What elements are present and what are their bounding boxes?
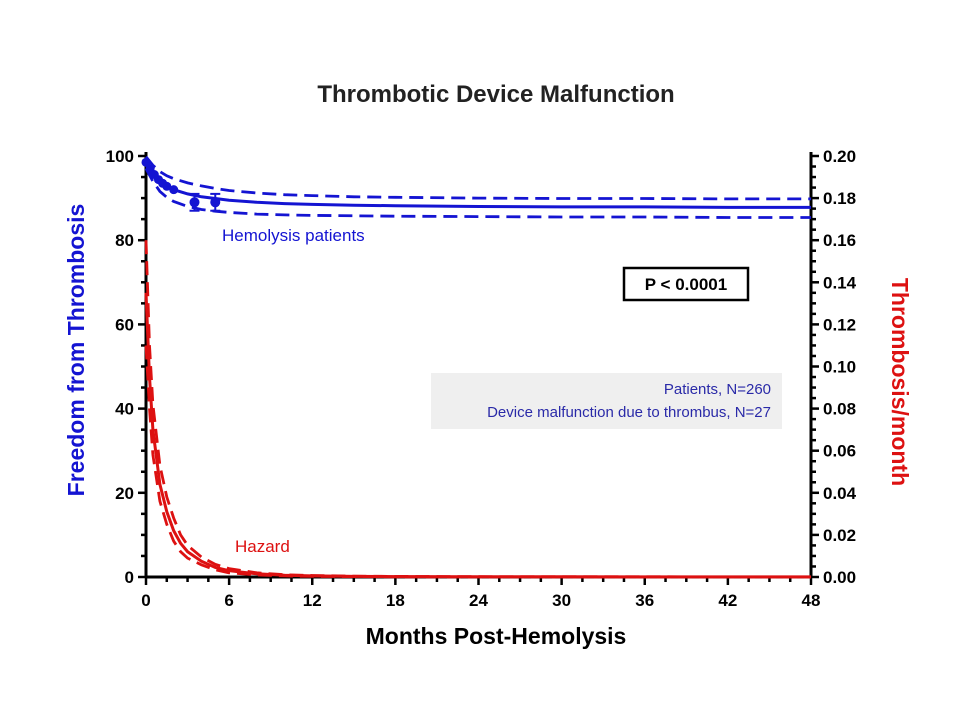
y-right-tick-label: 0.18 xyxy=(823,189,856,208)
survival-event-point xyxy=(169,185,179,195)
survival-ci-upper xyxy=(144,155,811,201)
y-right-tick-label: 0.08 xyxy=(823,400,856,419)
x-tick-label: 36 xyxy=(635,591,654,610)
y-right-tick-label: 0.14 xyxy=(823,273,857,292)
survival-event-point xyxy=(210,197,221,208)
y-right-tick-label: 0.00 xyxy=(823,568,856,587)
x-tick-label: 0 xyxy=(141,591,150,610)
x-tick-label: 24 xyxy=(469,591,488,610)
y-left-tick-label: 20 xyxy=(115,484,134,503)
series-label-hazard: Hazard xyxy=(235,537,290,556)
y-left-tick-label: 100 xyxy=(106,147,134,166)
p-value-text: P < 0.0001 xyxy=(645,275,727,294)
series-layer xyxy=(141,155,812,579)
x-tick-label: 42 xyxy=(718,591,737,610)
x-tick-label: 6 xyxy=(224,591,233,610)
y-right-axis-title: Thrombosis/month xyxy=(887,278,913,486)
hazard-curve xyxy=(144,292,811,579)
series-label-hemolysis: Hemolysis patients xyxy=(222,226,365,245)
y-left-axis-title: Freedom from Thrombosis xyxy=(63,204,89,497)
x-tick-label: 48 xyxy=(802,591,821,610)
survival-event-point xyxy=(189,197,200,208)
y-left-tick-label: 80 xyxy=(115,231,134,250)
x-axis-title: Months Post-Hemolysis xyxy=(366,623,627,649)
y-left-tick-label: 40 xyxy=(115,400,134,419)
y-left-tick-label: 0 xyxy=(125,568,134,587)
y-right-tick-label: 0.04 xyxy=(823,484,857,503)
y-right-tick-label: 0.20 xyxy=(823,147,856,166)
chart-title: Thrombotic Device Malfunction xyxy=(317,81,674,108)
x-tick-label: 18 xyxy=(386,591,405,610)
survival-curve xyxy=(144,161,811,209)
info-line-thrombus: Device malfunction due to thrombus, N=27 xyxy=(487,404,771,421)
y-right-tick-label: 0.10 xyxy=(823,358,856,377)
x-tick-label: 30 xyxy=(552,591,571,610)
survival-ci-lower xyxy=(144,167,811,219)
survival-event-point xyxy=(162,181,172,191)
y-right-tick-label: 0.06 xyxy=(823,442,856,461)
x-tick-label: 12 xyxy=(303,591,322,610)
info-box xyxy=(431,373,782,429)
y-right-tick-label: 0.16 xyxy=(823,231,856,250)
y-right-tick-label: 0.02 xyxy=(823,526,856,545)
info-line-patients: Patients, N=260 xyxy=(664,381,771,398)
p-value-box xyxy=(622,266,750,302)
y-right-tick-label: 0.12 xyxy=(823,315,856,334)
y-left-tick-label: 60 xyxy=(115,315,134,334)
